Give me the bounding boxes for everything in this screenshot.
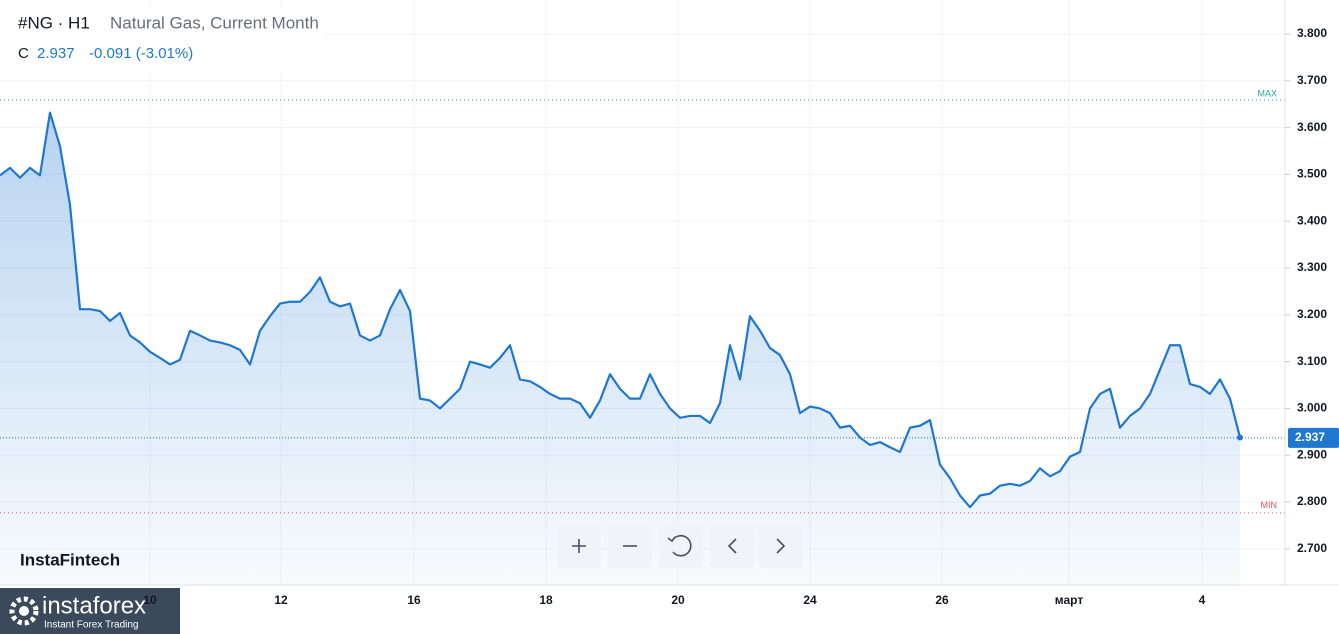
y-tick-label: 3.100 xyxy=(1297,354,1327,368)
toolbar xyxy=(557,524,803,568)
icon xyxy=(727,538,737,554)
x-tick-label: 26 xyxy=(935,593,949,607)
plot: MAX MIN xyxy=(0,88,1285,586)
icon xyxy=(776,538,786,554)
x-tick-label: 4 xyxy=(1199,593,1206,607)
logo-icon xyxy=(19,606,29,616)
y-tick-label: 3.500 xyxy=(1297,167,1327,181)
area xyxy=(0,112,1240,586)
y-tick-label: 3.300 xyxy=(1297,260,1327,274)
logo-icon xyxy=(9,596,39,626)
y-tick-label: 2.800 xyxy=(1297,494,1327,508)
logo-bg xyxy=(0,588,180,634)
y-tick-label: 3.700 xyxy=(1297,73,1327,87)
y-tick-label: 3.800 xyxy=(1297,26,1327,40)
legend-box xyxy=(0,8,325,70)
logo-tagline: Instant Forex Trading xyxy=(44,620,139,631)
reset-button[interactable] xyxy=(659,524,703,568)
price-tag xyxy=(1288,427,1339,448)
change: -0.091 (-3.01%) xyxy=(89,45,193,62)
x-tick-label: 10 xyxy=(143,593,157,607)
x-tick-label: март xyxy=(1055,593,1084,607)
x-tick-label: 18 xyxy=(539,593,553,607)
scroll-right-button[interactable] xyxy=(759,524,803,568)
watermark: InstaFintech xyxy=(20,550,120,569)
logo-name: instaforex xyxy=(42,592,146,619)
x-tick-label: 16 xyxy=(407,593,421,607)
icon xyxy=(667,534,692,557)
instrument-name: Natural Gas, Current Month xyxy=(110,13,319,32)
x-tick-label: 20 xyxy=(671,593,685,607)
close-label: C xyxy=(18,45,29,62)
x-tick-label: 12 xyxy=(274,593,288,607)
y-tick-label: 3.000 xyxy=(1297,401,1327,415)
symbol: #NG · H1 xyxy=(18,13,90,32)
min-label: MIN xyxy=(1261,500,1278,510)
line xyxy=(0,111,1242,509)
icon xyxy=(572,539,586,553)
price-tag-label: 2.937 xyxy=(1295,430,1325,444)
scroll-left-button[interactable] xyxy=(710,524,754,568)
max-label: MAX xyxy=(1257,88,1277,98)
y-tick-label: 3.400 xyxy=(1297,213,1327,227)
logo: instaforex Instant Forex Trading xyxy=(0,588,180,634)
y-tick-label: 2.900 xyxy=(1297,447,1327,461)
y-tick-label: 3.200 xyxy=(1297,307,1327,321)
close-value: 2.937 xyxy=(37,45,75,62)
y-tick-label: 2.700 xyxy=(1297,541,1327,555)
y-tick-label: 3.600 xyxy=(1297,120,1327,134)
x-tick-label: 24 xyxy=(803,593,817,607)
